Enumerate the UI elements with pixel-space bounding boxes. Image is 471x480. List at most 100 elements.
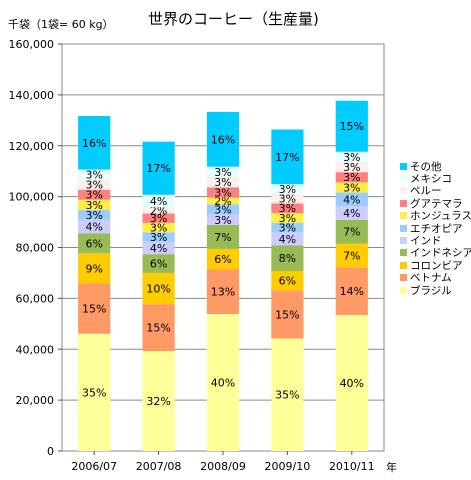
data-label: 4%: [343, 207, 360, 220]
bar-segment: [335, 192, 368, 207]
legend-label: グアテマラ: [410, 197, 463, 210]
data-label: 15%: [82, 303, 106, 316]
bar-segment: [335, 172, 368, 183]
bar-segment: [271, 222, 304, 233]
data-label: 3%: [214, 176, 231, 189]
data-label: 7%: [343, 249, 360, 262]
bar-segment: [78, 253, 111, 284]
bar-segment: [206, 176, 240, 188]
data-label: 2%: [214, 195, 231, 208]
legend: その他 メキシコ ペルー グアテマラ ホンジュラス エチオピア インド インドネシア コロンビア…: [400, 160, 471, 297]
x-tick-label: 2010/11: [329, 460, 375, 473]
data-label: 3%: [214, 214, 231, 227]
legend-label: メキシコ: [410, 173, 452, 186]
bar-segment: [78, 219, 111, 234]
legend-item: コロンビア: [400, 259, 471, 272]
bar-segment: [206, 187, 240, 198]
data-label: 14%: [340, 285, 364, 298]
bar-segment: [142, 272, 175, 305]
x-tick-label: 2009/10: [265, 460, 311, 473]
bar-segment: [206, 197, 240, 205]
bar-segment: [78, 189, 111, 200]
bar-segment: [142, 222, 175, 233]
legend-swatch: [400, 199, 407, 207]
data-label: 3%: [214, 166, 231, 179]
bar-segment: [335, 161, 368, 173]
bar-segment: [271, 232, 304, 246]
legend-item: ブラジル: [400, 284, 471, 297]
y-tick-label: 80,000: [16, 242, 55, 255]
bar-segment: [335, 243, 368, 268]
data-label: 6%: [150, 258, 167, 271]
bar-segment: [271, 290, 304, 339]
data-label: 3%: [343, 181, 360, 194]
data-label: 6%: [214, 253, 231, 266]
legend-swatch: [400, 286, 407, 294]
bar-segment: [271, 184, 304, 194]
data-label: 4%: [85, 221, 102, 234]
data-label: 35%: [82, 386, 106, 399]
bar-segment: [271, 245, 304, 271]
legend-item: ホンジュラス: [400, 210, 471, 222]
y-tick-label: 120,000: [9, 140, 55, 153]
data-label: 6%: [85, 237, 102, 250]
bar-segment: [78, 209, 111, 220]
data-label: 17%: [146, 162, 170, 175]
data-label: 4%: [279, 233, 296, 246]
y-tick-label: 40,000: [16, 343, 55, 356]
bar-segment: [206, 214, 240, 225]
legend-item: インドネシア: [400, 247, 471, 259]
bar-segment: [142, 241, 175, 255]
data-label: 3%: [279, 183, 296, 196]
bar-segment: [206, 111, 240, 167]
data-label: 3%: [150, 231, 167, 244]
data-label: 3%: [85, 169, 102, 182]
legend-label: エチオピア: [410, 222, 463, 235]
data-label: 3%: [85, 189, 102, 202]
bar-segment: [271, 338, 304, 451]
bar-segment: [78, 283, 111, 334]
legend-label: インドネシア: [410, 247, 471, 260]
data-label: 3%: [150, 212, 167, 225]
bar-segment: [271, 129, 304, 185]
data-label: 3%: [85, 199, 102, 212]
data-label: 16%: [211, 133, 235, 146]
legend-swatch: [400, 237, 407, 245]
legend-item: エチオピア: [400, 222, 471, 235]
x-tick-label: 2006/07: [71, 460, 117, 473]
data-label: 15%: [146, 322, 170, 335]
bar-segment: [206, 248, 240, 270]
bar-segment: [335, 100, 368, 152]
legend-swatch: [400, 175, 407, 183]
data-label: 6%: [279, 275, 296, 288]
data-label: 15%: [340, 120, 364, 133]
legend-item: その他: [400, 160, 471, 173]
data-label: 3%: [343, 161, 360, 174]
data-label: 9%: [85, 262, 102, 275]
data-label: 10%: [146, 283, 170, 296]
bar-segment: [206, 224, 240, 249]
data-label: 32%: [146, 395, 170, 408]
bar-segment: [78, 115, 111, 170]
bar-segment: [142, 194, 175, 208]
legend-item: グアテマラ: [400, 197, 471, 210]
bar-segment: [335, 151, 368, 162]
legend-label: ホンジュラス: [410, 210, 471, 223]
legend-item: インド: [400, 234, 471, 247]
data-label: 35%: [275, 389, 299, 402]
data-label: 7%: [343, 226, 360, 239]
data-label: 3%: [279, 212, 296, 225]
bar-segment: [78, 333, 111, 451]
data-label: 15%: [275, 308, 299, 321]
bar-segment: [271, 203, 304, 214]
bar-segment: [142, 213, 175, 223]
data-label: 3%: [279, 202, 296, 215]
y-tick-label: 140,000: [9, 89, 55, 102]
legend-label: ブラジル: [410, 284, 452, 297]
data-label: 40%: [211, 376, 235, 389]
data-label: 3%: [150, 222, 167, 235]
bar-segment: [78, 169, 111, 180]
bar-segment: [335, 182, 368, 193]
bar-segment: [206, 166, 240, 177]
